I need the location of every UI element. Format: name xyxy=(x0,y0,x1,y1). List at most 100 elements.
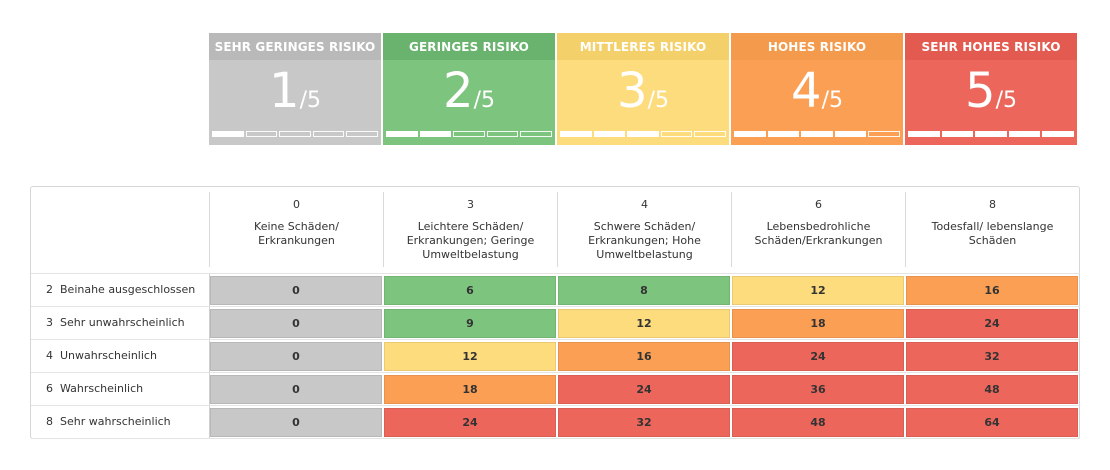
risk-level-bar-segment xyxy=(975,131,1007,137)
severity-label: Keine Schäden/ Erkrankungen xyxy=(254,220,339,247)
severity-value: 8 xyxy=(989,198,996,211)
risk-level-title: SEHR HOHES RISIKO xyxy=(905,33,1077,60)
risk-score-cell: 32 xyxy=(906,342,1078,371)
probability-label: 3 Sehr unwahrscheinlich xyxy=(31,307,209,338)
row-divider xyxy=(31,306,1080,307)
risk-score-cell: 36 xyxy=(732,375,904,404)
risk-level-bar xyxy=(734,131,900,137)
risk-score-cell: 32 xyxy=(558,408,730,437)
risk-level-bar-segment xyxy=(245,131,278,137)
risk-level-bar-segment xyxy=(520,131,552,137)
risk-score-value: 3 xyxy=(617,63,648,119)
probability-text: Sehr wahrscheinlich xyxy=(60,415,171,428)
risk-score-cell: 24 xyxy=(384,408,556,437)
severity-column-header: 6 Lebensbedrohliche Schäden/Erkrankungen xyxy=(731,192,905,267)
risk-level-body: 2/5 xyxy=(383,60,555,145)
severity-column-header: 0 Keine Schäden/ Erkrankungen xyxy=(209,192,383,267)
risk-level-bar-segment xyxy=(279,131,311,137)
risk-level-bar xyxy=(212,131,378,137)
risk-level-card-3: MITTLERES RISIKO 3/5 xyxy=(557,33,729,145)
risk-score-cell: 18 xyxy=(732,309,904,338)
row-label-divider xyxy=(209,273,210,439)
risk-score-max: /5 xyxy=(473,88,495,113)
risk-score-cell: 24 xyxy=(732,342,904,371)
risk-level-score: 4/5 xyxy=(731,67,903,115)
risk-level-bar-segment xyxy=(593,131,626,137)
risk-level-bar-segment xyxy=(346,131,378,137)
severity-column-header: 4 Schwere Schäden/ Erkrankungen; Hohe Umw… xyxy=(557,192,731,267)
probability-value: 2 xyxy=(46,283,53,296)
row-divider xyxy=(31,372,1080,373)
severity-label: Lebensbedrohliche Schäden/Erkrankungen xyxy=(754,220,883,247)
risk-level-title: GERINGES RISIKO xyxy=(383,33,555,60)
risk-level-body: 1/5 xyxy=(209,60,381,145)
risk-level-legend: SEHR GERINGES RISIKO 1/5 GERINGES RISIKO 2/… xyxy=(209,33,1077,145)
matrix-row: 8 Sehr wahrscheinlich 0 24 32 48 64 xyxy=(31,406,1080,437)
probability-label: 2 Beinahe ausgeschlossen xyxy=(31,274,209,305)
risk-score-cell: 48 xyxy=(732,408,904,437)
probability-value: 4 xyxy=(46,349,53,362)
probability-label: 8 Sehr wahrscheinlich xyxy=(31,406,209,437)
risk-level-bar-segment xyxy=(627,131,659,137)
risk-score-cell: 8 xyxy=(558,276,730,305)
risk-level-body: 3/5 xyxy=(557,60,729,145)
severity-column-header: 3 Leichtere Schäden/ Erkrankungen; Gering… xyxy=(383,192,557,267)
risk-level-bar-segment xyxy=(694,131,726,137)
risk-score-cell: 9 xyxy=(384,309,556,338)
matrix-row: 2 Beinahe ausgeschlossen 0 6 8 12 16 xyxy=(31,274,1080,305)
severity-label: Todesfall/ lebenslange Schäden xyxy=(931,220,1054,247)
matrix-row: 6 Wahrscheinlich 0 18 24 36 48 xyxy=(31,373,1080,404)
risk-score-max: /5 xyxy=(299,88,321,113)
risk-level-bar-segment xyxy=(834,131,867,137)
row-divider xyxy=(31,405,1080,406)
risk-score-cell: 6 xyxy=(384,276,556,305)
risk-score-cell: 0 xyxy=(210,375,382,404)
risk-level-bar-segment xyxy=(868,131,900,137)
risk-level-bar-segment xyxy=(908,131,940,137)
risk-level-card-5: SEHR HOHES RISIKO 5/5 xyxy=(905,33,1077,145)
row-divider xyxy=(31,339,1080,340)
risk-score-cell: 12 xyxy=(384,342,556,371)
risk-level-body: 5/5 xyxy=(905,60,1077,145)
risk-level-bar-segment xyxy=(453,131,485,137)
risk-level-bar-segment xyxy=(801,131,833,137)
matrix-row: 4 Unwahrscheinlich 0 12 16 24 32 xyxy=(31,340,1080,371)
risk-level-bar-segment xyxy=(486,131,519,137)
risk-score-cell: 0 xyxy=(210,342,382,371)
risk-score-max: /5 xyxy=(995,88,1017,113)
risk-level-bar xyxy=(560,131,726,137)
risk-score-cell: 12 xyxy=(558,309,730,338)
probability-text: Sehr unwahrscheinlich xyxy=(60,316,185,329)
probability-value: 6 xyxy=(46,382,53,395)
row-divider xyxy=(31,273,1080,274)
risk-level-title: SEHR GERINGES RISIKO xyxy=(209,33,381,60)
risk-level-bar-segment xyxy=(386,131,418,137)
risk-score-value: 4 xyxy=(791,63,822,119)
risk-level-bar-segment xyxy=(941,131,974,137)
severity-label: Schwere Schäden/ Erkrankungen; Hohe Umwe… xyxy=(588,220,701,261)
matrix-header: 0 Keine Schäden/ Erkrankungen 3 Leichtere S… xyxy=(31,187,1079,273)
risk-score-cell: 64 xyxy=(906,408,1078,437)
risk-level-bar-segment xyxy=(1008,131,1041,137)
risk-matrix: 0 Keine Schäden/ Erkrankungen 3 Leichtere S… xyxy=(30,186,1080,439)
severity-value: 4 xyxy=(641,198,648,211)
risk-level-score: 3/5 xyxy=(557,67,729,115)
risk-score-cell: 0 xyxy=(210,309,382,338)
severity-column-header: 8 Todesfall/ lebenslange Schäden xyxy=(905,192,1079,267)
risk-score-value: 1 xyxy=(269,63,300,119)
risk-level-score: 1/5 xyxy=(209,67,381,115)
risk-score-cell: 48 xyxy=(906,375,1078,404)
risk-level-score: 5/5 xyxy=(905,67,1077,115)
risk-score-cell: 0 xyxy=(210,276,382,305)
severity-label: Leichtere Schäden/ Erkrankungen; Geringe… xyxy=(406,220,535,261)
risk-level-title: HOHES RISIKO xyxy=(731,33,903,60)
risk-score-cell: 16 xyxy=(906,276,1078,305)
risk-score-value: 2 xyxy=(443,63,474,119)
risk-level-bar xyxy=(908,131,1074,137)
risk-score-cell: 0 xyxy=(210,408,382,437)
risk-level-card-4: HOHES RISIKO 4/5 xyxy=(731,33,903,145)
risk-level-bar-segment xyxy=(660,131,693,137)
risk-level-body: 4/5 xyxy=(731,60,903,145)
probability-text: Wahrscheinlich xyxy=(60,382,144,395)
risk-score-max: /5 xyxy=(821,88,843,113)
